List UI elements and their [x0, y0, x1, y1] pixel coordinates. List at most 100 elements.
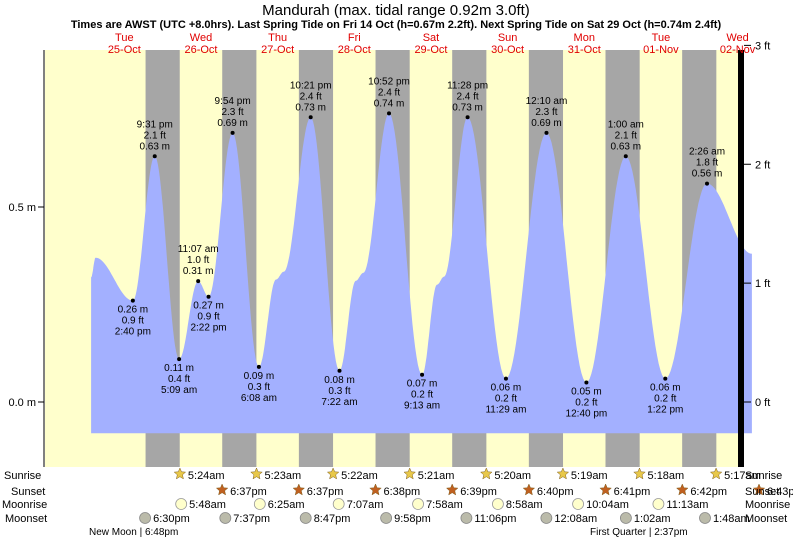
tide-point	[206, 294, 211, 299]
tide-time: 7:22 am	[321, 397, 357, 408]
chart-title: Mandurah (max. tidal range 0.92m 3.0ft)	[262, 2, 530, 19]
sunset-time: 6:38pm	[383, 486, 420, 498]
tide-point	[152, 154, 157, 159]
row-label-moonrise-right: Moonrise	[745, 499, 790, 511]
day-name: Tue	[652, 32, 671, 44]
tide-m: 0.27 m	[193, 301, 224, 312]
sunset-time: 6:42pm	[690, 486, 727, 498]
axes: 0.5 m 0.0 m 3 ft 2 ft 1 ft 0 ft	[8, 40, 770, 467]
tide-point	[503, 376, 508, 381]
tide-ft: 2.1 ft	[615, 130, 637, 141]
tide-point	[196, 279, 201, 284]
tide-m: 0.11 m	[164, 363, 194, 374]
sunrise-icon	[403, 467, 417, 480]
sunrise-time: 5:17am	[724, 470, 761, 482]
moon-phase-label: New Moon | 6:48pm	[89, 527, 178, 538]
day-date: 02-Nov	[720, 44, 756, 56]
tide-time: 11:29 am	[485, 405, 526, 416]
day-date: 01-Nov	[643, 44, 679, 56]
day-name: Thu	[268, 32, 287, 44]
moonrise-icon	[492, 498, 504, 510]
tide-ft: 0.4 ft	[168, 374, 190, 385]
row-label-sunset-left: Sunset	[11, 486, 45, 498]
moonset-icon	[139, 512, 151, 524]
astro-rows: 5:24am 5:23am 5:22am 5:21am 5:20am 5:19am 5:18…	[89, 467, 793, 538]
tide-labels: 0.26 m0.9 ft2:40 pm9:31 pm2.1 ft0.63 m0.…	[115, 76, 725, 419]
day-name: Wed	[190, 32, 212, 44]
tide-ft: 2.4 ft	[456, 91, 478, 102]
tide-ft: 1.8 ft	[696, 158, 718, 169]
moonset-time: 12:08am	[554, 513, 597, 525]
tide-point	[308, 115, 313, 120]
sunrise-time: 5:22am	[341, 470, 378, 482]
moonrise-time: 10:04am	[586, 499, 629, 511]
day-name: Sun	[498, 32, 518, 44]
tide-m: 0.74 m	[374, 98, 405, 109]
moonset-icon	[299, 512, 312, 524]
tide-point	[705, 181, 710, 186]
tide-m: 0.56 m	[692, 169, 723, 180]
sunrise-icon	[479, 467, 493, 480]
tide-time: 9:31 pm	[137, 119, 173, 130]
row-label-moonset-right: Moonset	[745, 513, 787, 525]
tide-ft: 0.2 ft	[654, 394, 676, 405]
tide-m: 0.09 m	[244, 371, 275, 382]
sunrise-time: 5:20am	[494, 470, 531, 482]
right-tick-label: 3 ft	[755, 40, 770, 52]
tide-time: 10:21 pm	[290, 80, 332, 91]
moon-phase-label: First Quarter | 2:37pm	[590, 527, 688, 538]
tide-m: 0.31 m	[183, 266, 214, 277]
moonset-icon	[699, 512, 711, 524]
moonset-icon	[380, 512, 393, 524]
tide-time: 9:13 am	[404, 401, 440, 412]
tide-point	[230, 130, 235, 135]
tide-m: 0.69 m	[531, 118, 562, 129]
tide-m: 0.63 m	[139, 141, 170, 152]
tide-time: 2:40 pm	[115, 327, 151, 338]
row-label-sunset-right: Sunset	[745, 486, 779, 498]
tide-time: 11:28 pm	[447, 80, 488, 91]
tide-point	[177, 357, 182, 362]
sunrise-icon	[556, 467, 570, 480]
sunset-time: 6:43pm	[767, 486, 793, 498]
tide-point	[544, 130, 549, 135]
right-tick-label: 0 ft	[755, 397, 770, 409]
day-name: Wed	[726, 32, 748, 44]
sunrise-time: 5:19am	[571, 470, 608, 482]
sunrise-time: 5:21am	[418, 470, 455, 482]
tide-time: 10:52 pm	[368, 76, 410, 87]
tide-ft: 0.3 ft	[248, 382, 270, 393]
tide-ft: 0.2 ft	[411, 390, 433, 401]
day-date: 28-Oct	[338, 44, 371, 56]
moonset-icon	[219, 512, 232, 524]
day-date: 29-Oct	[414, 44, 447, 56]
moonrise-icon	[175, 498, 188, 510]
tide-point	[465, 115, 470, 120]
sunrise-time: 5:18am	[648, 470, 685, 482]
sunset-icon	[522, 483, 536, 496]
tide-time: 6:08 am	[241, 393, 277, 404]
day-name: Fri	[348, 32, 361, 44]
tide-ft: 2.4 ft	[378, 87, 400, 98]
tide-ft: 0.9 ft	[122, 316, 144, 327]
moonrise-icon	[253, 498, 266, 510]
moonset-time: 8:47pm	[314, 513, 351, 525]
sunrise-icon	[326, 467, 340, 480]
tide-ft: 2.1 ft	[144, 130, 166, 141]
tide-ft: 0.9 ft	[197, 312, 219, 323]
tide-ft: 1.0 ft	[187, 255, 209, 266]
tide-ft: 2.3 ft	[221, 107, 243, 118]
tide-time: 2:26 am	[689, 147, 725, 158]
moonset-time: 1:48am	[713, 513, 750, 525]
moonset-icon	[619, 512, 632, 524]
moonrise-time: 7:07am	[347, 499, 384, 511]
tide-m: 0.63 m	[610, 141, 641, 152]
tide-point	[623, 154, 628, 159]
moonset-time: 1:02am	[634, 513, 671, 525]
sunset-icon	[599, 483, 612, 496]
moonrise-icon	[332, 498, 345, 510]
tide-point	[420, 372, 425, 377]
moonrise-time: 8:58am	[506, 499, 543, 511]
moonrise-time: 7:58am	[426, 499, 463, 511]
tide-m: 0.05 m	[571, 387, 602, 398]
